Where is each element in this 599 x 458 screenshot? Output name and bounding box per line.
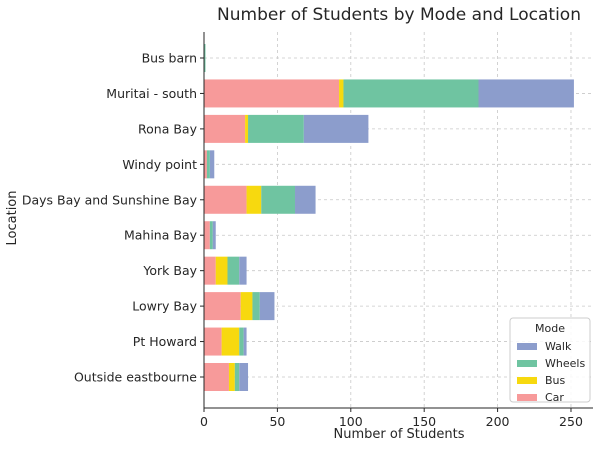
- y-tick-label: Days Bay and Sunshine Bay: [22, 192, 198, 207]
- y-tick-label: Rona Bay: [138, 121, 198, 136]
- legend-swatch-car: [517, 394, 537, 401]
- y-tick-label: York Bay: [142, 263, 197, 278]
- bar-walk-windy-point: [209, 150, 215, 179]
- bars: [204, 44, 574, 391]
- bar-car-mahina-bay: [204, 221, 210, 250]
- legend-title: Mode: [535, 322, 565, 335]
- bar-car-york-bay: [204, 256, 216, 285]
- y-tick-label: Mahina Bay: [124, 228, 198, 243]
- x-tick-label: 250: [559, 414, 583, 429]
- y-tick-label: Lowry Bay: [132, 299, 197, 314]
- bar-bus-lowry-bay: [240, 292, 253, 321]
- legend-label-wheels: Wheels: [545, 357, 585, 370]
- bar-wheels-days-bay-and-sunshine-bay: [261, 185, 296, 214]
- bar-car-muritai-south: [204, 79, 340, 108]
- bar-car-outside-eastbourne: [204, 363, 229, 391]
- bar-bus-outside-eastbourne: [228, 363, 235, 391]
- bar-walk-muritai-south: [478, 79, 574, 108]
- x-tick-label: 0: [200, 414, 208, 429]
- bar-bus-muritai-south: [339, 79, 344, 108]
- bar-bus-york-bay: [215, 256, 228, 285]
- bar-wheels-pt-howard: [239, 327, 244, 356]
- chart-title: Number of Students by Mode and Location: [217, 5, 581, 25]
- y-axis-label: Location: [5, 191, 20, 246]
- bar-bus-days-bay-and-sunshine-bay: [246, 185, 262, 214]
- bar-walk-pt-howard: [243, 327, 247, 356]
- legend: Mode Walk Wheels Bus Car: [509, 317, 591, 404]
- y-tick-label: Pt Howard: [133, 334, 197, 349]
- y-tick-label: Windy point: [122, 157, 197, 172]
- bar-wheels-mahina-bay: [209, 221, 213, 250]
- x-axis-label: Number of Students: [334, 427, 465, 442]
- legend-swatch-walk: [517, 343, 537, 350]
- bar-walk-rona-bay: [303, 114, 369, 143]
- bar-bus-pt-howard: [221, 327, 240, 356]
- y-tick-label: Bus barn: [142, 51, 197, 66]
- bar-wheels-lowry-bay: [252, 292, 260, 321]
- bar-car-days-bay-and-sunshine-bay: [204, 185, 247, 214]
- bar-car-rona-bay: [204, 114, 246, 143]
- bar-wheels-bus-barn: [204, 44, 206, 72]
- bar-wheels-windy-point: [206, 150, 210, 179]
- x-tick-label: 50: [269, 414, 285, 429]
- legend-label-car: Car: [545, 391, 564, 404]
- x-tick-label: 200: [486, 414, 510, 429]
- bar-bus-rona-bay: [245, 114, 249, 143]
- bar-wheels-muritai-south: [343, 79, 479, 108]
- axes: 0 50 100 150 200 250 Bus barn Muritai - south Ro…: [22, 32, 593, 429]
- x-tick-label: 150: [412, 414, 436, 429]
- bar-walk-days-bay-and-sunshine-bay: [295, 185, 316, 214]
- x-tick-label: 100: [339, 414, 363, 429]
- bar-walk-lowry-bay: [259, 292, 275, 321]
- bar-walk-outside-eastbourne: [239, 363, 249, 391]
- y-tick-label: Muritai - south: [106, 86, 197, 101]
- bar-wheels-rona-bay: [248, 114, 304, 143]
- legend-label-bus: Bus: [545, 374, 566, 387]
- legend-swatch-wheels: [517, 360, 537, 367]
- legend-label-walk: Walk: [545, 340, 572, 353]
- bar-car-pt-howard: [204, 327, 222, 356]
- bar-car-windy-point: [204, 150, 207, 179]
- bar-wheels-york-bay: [227, 256, 240, 285]
- bar-walk-mahina-bay: [212, 221, 216, 250]
- bar-wheels-outside-eastbourne: [234, 363, 240, 391]
- bar-car-lowry-bay: [204, 292, 241, 321]
- bar-walk-york-bay: [239, 256, 247, 285]
- legend-swatch-bus: [517, 377, 537, 384]
- y-tick-label: Outside eastbourne: [74, 370, 197, 385]
